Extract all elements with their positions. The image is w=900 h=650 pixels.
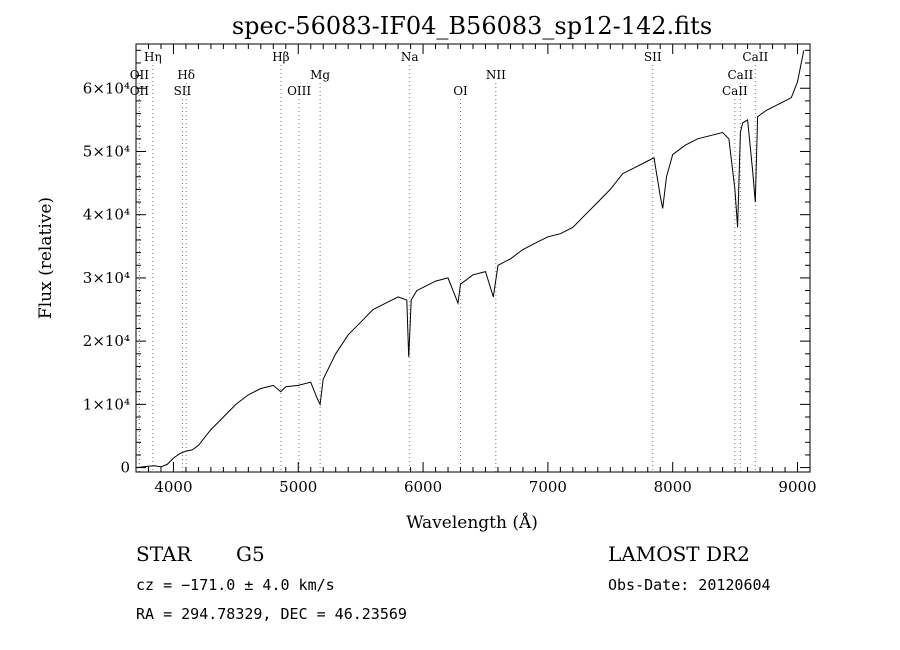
spectral-line-label: SII [644, 50, 662, 64]
spectral-line-label: CaII [727, 68, 753, 82]
y-axis: 0 1×10⁴ 2×10⁴ 3×10⁴ 4×10⁴ 5×10⁴ 6×10⁴ [83, 49, 810, 477]
spectral-line-label: SII [174, 84, 192, 98]
observation-date: Obs-Date: 20120604 [608, 576, 771, 594]
y-tick-label: 0 [120, 459, 130, 477]
spectral-line-label: OII [130, 68, 150, 82]
spectral-line-label: Hη [144, 50, 162, 64]
spectral-line-label: Mg [310, 68, 330, 82]
spectral-line-label: OIII [287, 84, 311, 98]
redshift-velocity: cz = −171.0 ± 4.0 km/s [136, 576, 335, 594]
spectral-line-label: Na [401, 50, 419, 64]
y-tick-label: 1×10⁴ [83, 395, 130, 413]
x-tick-label: 5000 [279, 478, 317, 496]
x-tick-label: 7000 [529, 478, 567, 496]
x-tick-label: 9000 [778, 478, 816, 496]
y-tick-label: 5×10⁴ [83, 142, 130, 160]
spectral-line-label: CaII [742, 50, 768, 64]
y-tick-label: 4×10⁴ [83, 206, 130, 224]
y-axis-label: Flux (relative) [36, 197, 56, 319]
spectral-line-label: OI [453, 84, 468, 98]
spectral-line-markers: Hη OII OII Hδ SII Hβ OIII Mg Na OI NII SII CaII CaII C… [130, 50, 768, 472]
spectral-line-label: CaII [722, 84, 748, 98]
x-tick-label: 6000 [404, 478, 442, 496]
spectrum-line [135, 50, 805, 469]
spectral-line-label: Hδ [177, 68, 195, 82]
chart-title: spec-56083-IF04_B56083_sp12-142.fits [232, 12, 712, 40]
y-tick-label: 6×10⁴ [83, 79, 130, 97]
spectral-subclass: G5 [236, 542, 265, 566]
coordinates: RA = 294.78329, DEC = 46.23569 [136, 605, 407, 623]
x-tick-label: 4000 [154, 478, 192, 496]
plot-frame [135, 43, 811, 473]
x-axis-label: Wavelength (Å) [406, 512, 538, 533]
object-type: STAR [136, 542, 192, 566]
x-tick-label: 8000 [654, 478, 692, 496]
spectral-line-label: OII [130, 84, 150, 98]
y-tick-label: 2×10⁴ [83, 332, 130, 350]
x-axis: 4000 5000 6000 7000 8000 9000 [135, 44, 817, 496]
spectral-line-label: Hβ [272, 50, 289, 64]
survey-name: LAMOST DR2 [608, 542, 750, 566]
spectral-line-label: NII [486, 68, 506, 82]
y-tick-label: 3×10⁴ [83, 269, 130, 287]
